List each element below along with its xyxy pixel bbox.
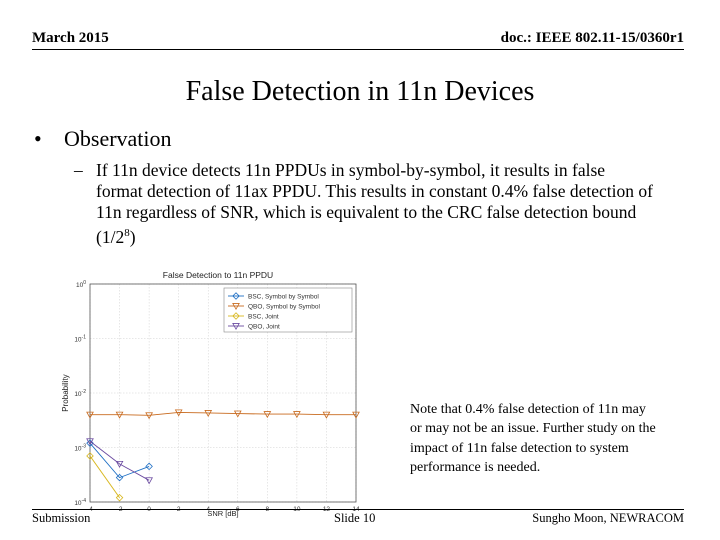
header-doc-id: doc.: IEEE 802.11-15/0360r1 (500, 30, 684, 46)
footer-rule (32, 509, 684, 510)
chart-title: False Detection to 11n PPDU (163, 270, 273, 280)
data-point (263, 411, 272, 419)
data-point (86, 411, 94, 419)
data-point (115, 473, 124, 482)
data-point (86, 438, 94, 446)
footer-submission: Submission (32, 511, 91, 525)
data-point (115, 493, 124, 502)
y-tick-label: 10-2 (74, 389, 86, 398)
chart-series (86, 409, 360, 502)
legend-label: QBO, Symbol by Symbol (248, 303, 320, 310)
legend-marker (232, 323, 240, 331)
header-date: March 2015 (32, 30, 109, 46)
sub-bullet-body: If 11n device detects 11n PPDUs in symbo… (96, 160, 653, 247)
sub-bullet-superscript: 8 (124, 227, 130, 239)
y-tick-base: 10 (76, 282, 84, 289)
footer-slide-number: Slide 10 (334, 511, 376, 525)
chart-x-label: SNR [dB] (207, 509, 238, 518)
data-point (233, 410, 242, 418)
series-line (89, 455, 120, 498)
y-tick-base: 10 (74, 337, 82, 344)
data-point (293, 411, 301, 419)
false-detection-chart: False Detection to 11n PPDU 10-410-310-2… (28, 266, 376, 520)
data-point (86, 452, 94, 460)
data-point (145, 462, 153, 471)
y-tick-exponent: -2 (82, 389, 87, 395)
y-tick-base: 10 (74, 500, 82, 507)
data-point (145, 412, 153, 420)
data-point (86, 439, 94, 447)
chart-y-label: Probability (61, 374, 70, 411)
y-tick-exponent: -1 (82, 335, 87, 341)
data-point (115, 460, 124, 468)
y-tick-exponent: -4 (82, 498, 87, 504)
legend-marker (232, 312, 240, 320)
dash-icon: – (74, 160, 83, 180)
bullet-item: • Observation (34, 126, 172, 152)
data-point (204, 410, 213, 417)
chart-legend: BSC, Symbol by Symbol QBO, Symbol by Symb… (223, 287, 353, 333)
series-line (89, 442, 150, 479)
note-text: Note that 0.4% false detection of 11n ma… (410, 402, 656, 476)
y-tick-label: 10-4 (74, 498, 86, 507)
legend-box (223, 287, 353, 333)
y-tick-label: 100 (76, 280, 86, 289)
slide-title: False Detection in 11n Devices (185, 76, 535, 107)
y-tick-label: 10-3 (74, 444, 86, 453)
sub-bullet-text: If 11n device detects 11n PPDUs in symbo… (96, 160, 654, 248)
chart-frame (89, 283, 357, 503)
header-rule (32, 49, 684, 50)
y-tick-base: 10 (74, 446, 82, 453)
data-point (145, 477, 153, 485)
legend-label: BSC, Symbol by Symbol (248, 293, 319, 300)
sub-bullet: – If 11n device detects 11n PPDUs in sym… (74, 160, 654, 248)
series-line (90, 411, 356, 416)
bullet-dot-icon: • (34, 126, 42, 151)
legend-label: QBO, Joint (248, 323, 280, 330)
y-tick-exponent: 0 (83, 280, 86, 286)
y-tick-label: 10-1 (74, 335, 86, 344)
data-point (174, 409, 183, 417)
bullet-text: Observation (64, 126, 172, 151)
series-line (89, 440, 150, 481)
data-point (115, 411, 124, 419)
y-tick-exponent: -3 (82, 444, 87, 450)
y-tick-base: 10 (74, 391, 82, 398)
legend-marker (232, 292, 240, 300)
data-point (322, 411, 331, 419)
data-point (352, 411, 360, 419)
legend-marker (232, 303, 240, 311)
legend-label: BSC, Joint (248, 313, 279, 320)
sub-bullet-tail: ) (129, 226, 136, 247)
footer-author: Sungho Moon, NEWRACOM (532, 511, 684, 525)
